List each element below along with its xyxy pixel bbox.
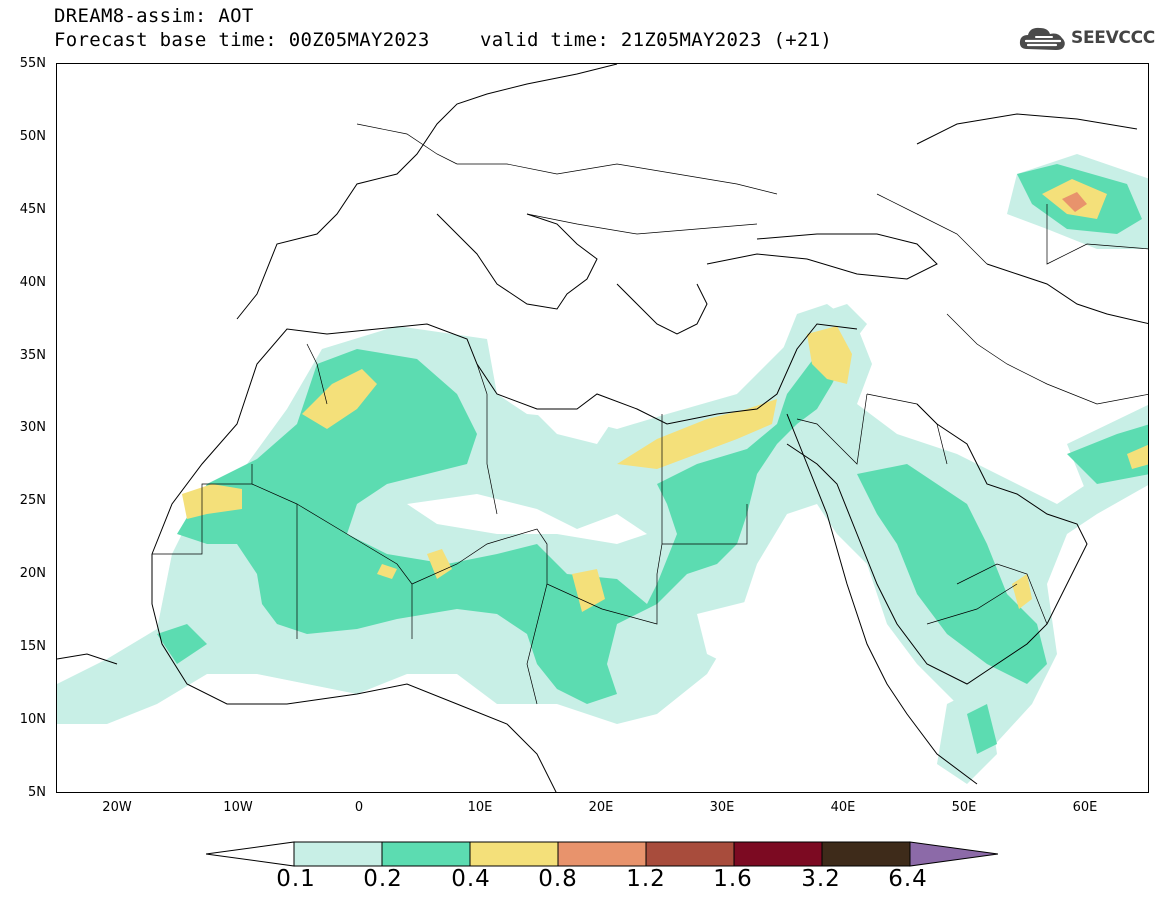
lat-label: 55N xyxy=(19,56,46,71)
lat-label: 35N xyxy=(19,348,46,363)
lon-label: 20W xyxy=(102,800,132,815)
coastlines xyxy=(57,64,1148,792)
colorbar-label: 0.4 xyxy=(451,866,491,892)
colorbar-label: 0.2 xyxy=(363,866,403,892)
lon-label: 20E xyxy=(588,800,614,815)
colorbar xyxy=(206,841,998,867)
colorbar-label: 3.2 xyxy=(801,866,841,892)
colorbar-label: 1.2 xyxy=(626,866,666,892)
colorbar-seg xyxy=(733,841,823,867)
lon-label: 60E xyxy=(1072,800,1098,815)
lon-label: 30E xyxy=(709,800,735,815)
lat-label: 30N xyxy=(19,420,46,435)
lat-label: 20N xyxy=(19,566,46,581)
seevccc-logo: SEEVCCC xyxy=(1018,24,1155,52)
colorbar-label: 0.8 xyxy=(538,866,578,892)
cloud-logo-icon xyxy=(1019,27,1065,50)
colorbar-seg xyxy=(557,841,647,867)
lat-label: 25N xyxy=(19,493,46,508)
colorbar-seg xyxy=(821,841,911,867)
colorbar-seg xyxy=(381,841,471,867)
lat-label: 50N xyxy=(19,129,46,144)
lat-label: 10N xyxy=(19,712,46,727)
lon-label: 40E xyxy=(830,800,856,815)
aot-0.8-1.2-layer xyxy=(1062,192,1087,212)
logo-text: SEEVCCC xyxy=(1071,28,1155,48)
lon-label: 10E xyxy=(467,800,493,815)
colorbar-label: 1.6 xyxy=(713,866,753,892)
colorbar-seg-high xyxy=(909,841,998,867)
map-canvas xyxy=(57,64,1148,792)
valid-time: valid time: 21Z05MAY2023 (+21) xyxy=(480,29,833,51)
colorbar-label: 6.4 xyxy=(888,866,928,892)
lat-label: 5N xyxy=(28,785,46,800)
aot-map xyxy=(56,63,1149,793)
lat-label: 40N xyxy=(19,275,46,290)
lon-label: 50E xyxy=(951,800,977,815)
lon-label: 10W xyxy=(223,800,253,815)
colorbar-seg xyxy=(293,841,383,867)
colorbar-seg-low xyxy=(206,841,295,867)
lat-label: 45N xyxy=(19,202,46,217)
colorbar-seg xyxy=(645,841,735,867)
colorbar-label: 0.1 xyxy=(276,866,316,892)
lon-label: 0 xyxy=(354,800,364,815)
colorbar-seg xyxy=(469,841,559,867)
map-title: DREAM8-assim: AOT xyxy=(54,5,254,27)
aot-gaps-layer xyxy=(407,364,837,684)
forecast-base-time: Forecast base time: 00Z05MAY2023 xyxy=(54,29,430,51)
country-borders xyxy=(152,123,1148,705)
lat-label: 15N xyxy=(19,639,46,654)
aot-0.4-0.8-layer xyxy=(182,179,1148,612)
